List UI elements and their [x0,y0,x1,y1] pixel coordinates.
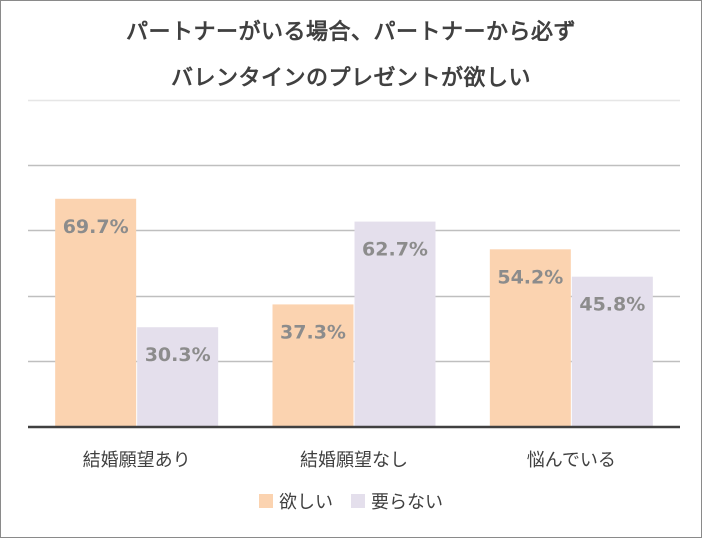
legend-item-want: 欲しい [259,488,333,514]
legend-item-not-needed: 要らない [351,488,443,514]
category-label: 結婚願望なし [300,450,408,471]
bar-labels: 69.7% 30.3% 37.3% 62.7% 54.2% 45.8% [63,216,646,366]
chart-title-line-2: バレンタインのプレゼントが欲しい [170,66,531,91]
legend-swatch-not-needed [351,494,365,508]
bar-want-0 [55,198,137,426]
bar-value-label: 62.7% [362,239,428,261]
gridlines [28,99,680,363]
bar-want-2 [489,249,571,426]
bars [55,198,653,426]
legend-swatch-want [259,494,273,508]
legend-label-want: 欲しい [279,492,333,513]
legend: 欲しい 要らない [0,488,702,514]
category-label: 悩んでいる [527,450,616,471]
bar-value-label: 37.3% [280,321,346,343]
bar-value-label: 45.8% [579,294,645,316]
bar-not-needed-2 [571,276,653,426]
bar-not-needed-1 [354,221,436,426]
chart-title-line-1: パートナーがいる場合、パートナーから必ず [125,20,576,45]
bar-want-1 [272,304,354,426]
bar-value-label: 54.2% [497,266,563,288]
bar-not-needed-0 [137,327,219,426]
legend-label-not-needed: 要らない [371,492,443,513]
bar-value-label: 30.3% [145,344,211,366]
bar-value-label: 69.7% [63,216,129,238]
category-label: 結婚願望あり [83,450,191,471]
category-labels: 結婚願望あり 結婚願望なし 悩んでいる [83,450,616,471]
